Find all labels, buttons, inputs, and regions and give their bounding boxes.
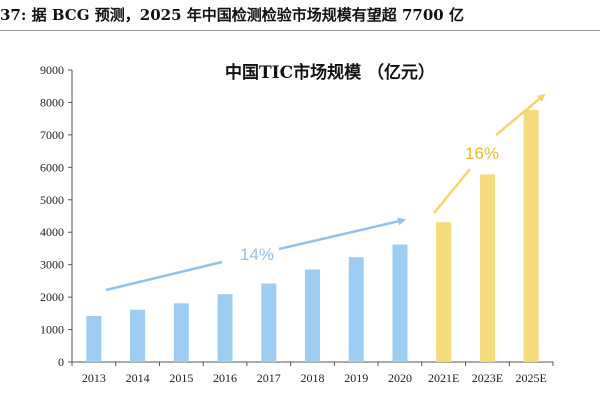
x-tick-label: 2016 <box>213 371 237 385</box>
y-tick-label: 1000 <box>40 323 64 337</box>
growth-arrow-forecast-tail <box>433 168 471 214</box>
y-tick-label: 8000 <box>40 95 64 109</box>
bar-2018 <box>305 269 320 362</box>
growth-arrow-actual-tail <box>105 260 223 292</box>
cagr-label-forecast: 16% <box>465 144 499 163</box>
bar-2019 <box>348 257 364 362</box>
bar-2017 <box>261 283 277 362</box>
y-tick-label: 9000 <box>40 63 64 77</box>
bar-2016 <box>217 294 233 362</box>
x-tick-label: 2021E <box>428 371 459 385</box>
y-tick-label: 4000 <box>40 225 64 239</box>
y-tick-label: 7000 <box>40 128 64 142</box>
figure-caption: 37: 据 BCG 预测，2025 年中国检测检验市场规模有望超 7700 亿 <box>0 6 464 24</box>
y-tick-label: 5000 <box>40 193 64 207</box>
x-tick-label: 2018 <box>301 371 325 385</box>
bar-2021E <box>436 222 452 362</box>
y-tick-label: 6000 <box>40 160 64 174</box>
x-tick-label: 2013 <box>82 371 106 385</box>
caption-divider <box>0 30 600 31</box>
y-tick-label: 0 <box>58 355 64 369</box>
growth-arrow-forecast <box>495 93 546 136</box>
bar-2013 <box>86 315 102 362</box>
bar-2020 <box>392 244 408 362</box>
y-tick-label: 3000 <box>40 258 64 272</box>
bar-2023E <box>479 174 495 362</box>
x-tick-label: 2015 <box>169 371 193 385</box>
bar-2014 <box>130 309 146 362</box>
x-tick-label: 2014 <box>126 371 150 385</box>
x-tick-label: 2020 <box>388 371 412 385</box>
chart-title: 中国TIC市场规模 （亿元） <box>225 62 435 83</box>
bar-2015 <box>173 303 189 362</box>
x-tick-label: 2019 <box>344 371 368 385</box>
growth-arrow-actual <box>278 217 406 251</box>
x-tick-label: 2025E <box>515 371 546 385</box>
cagr-label-actual: 14% <box>240 245 274 264</box>
y-tick-label: 2000 <box>40 290 64 304</box>
x-tick-label: 2023E <box>472 371 503 385</box>
bar-2025E <box>523 109 539 362</box>
x-tick-label: 2017 <box>257 371 281 385</box>
